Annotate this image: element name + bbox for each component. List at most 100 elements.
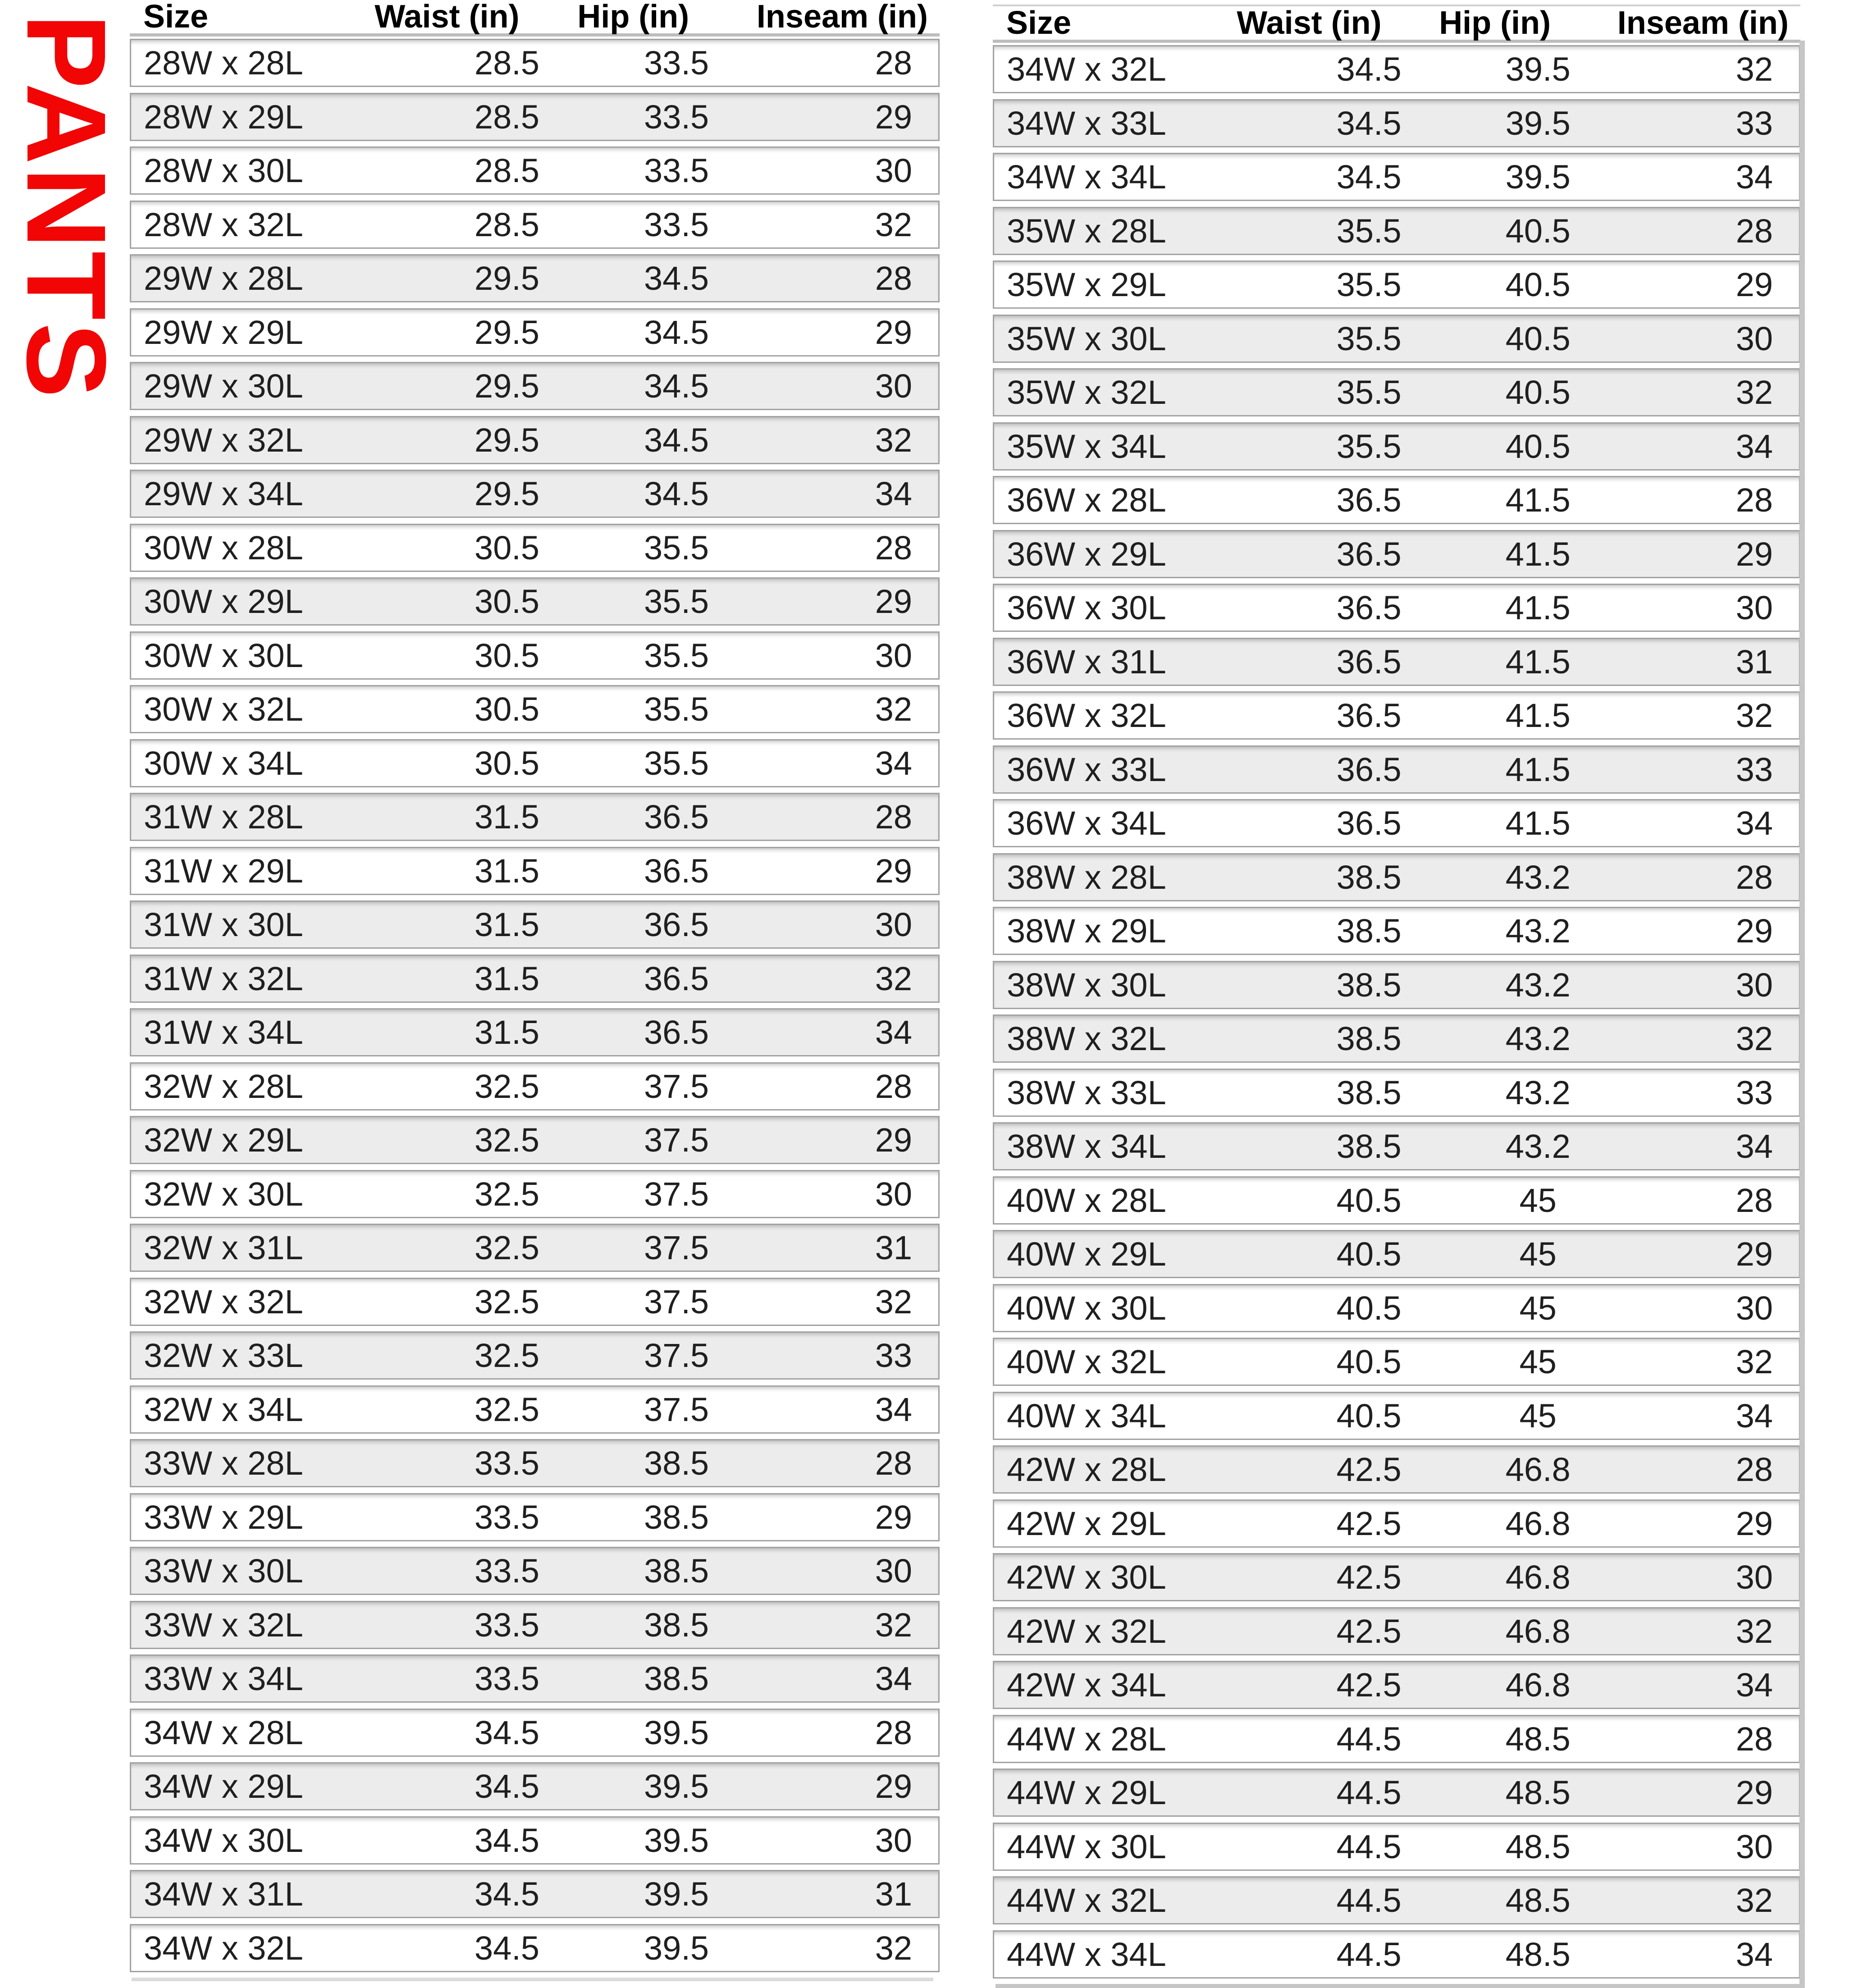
cell-hip: 43.2 [1505, 912, 1571, 950]
cell-hip: 36.5 [644, 798, 709, 836]
cell-size: 35W x 28L [1007, 212, 1166, 250]
cell-waist: 32.5 [474, 1390, 539, 1428]
cell-inseam: 34 [1735, 804, 1773, 842]
cell-inseam: 32 [1735, 374, 1773, 411]
table-row: 30W x 30L 30.5 35.5 30 [130, 631, 940, 680]
cell-size: 36W x 28L [1007, 481, 1166, 519]
cell-waist: 30.5 [474, 583, 539, 620]
cell-inseam: 30 [1735, 589, 1773, 626]
cell-hip: 37.5 [644, 1390, 709, 1428]
cell-inseam: 30 [875, 906, 912, 943]
table-row: 44W x 32L 44.5 48.5 32 [993, 1876, 1800, 1924]
table-row: 44W x 34L 44.5 48.5 34 [993, 1930, 1800, 1979]
cell-waist: 38.5 [1336, 912, 1402, 950]
table-row: 34W x 34L 34.5 39.5 34 [993, 153, 1800, 201]
table-row: 36W x 34L 36.5 41.5 34 [993, 799, 1800, 847]
cell-hip: 39.5 [644, 1929, 709, 1967]
cell-hip: 35.5 [644, 529, 709, 567]
table-row: 34W x 28L 34.5 39.5 28 [130, 1708, 940, 1757]
cell-inseam: 29 [875, 313, 912, 351]
cell-waist: 38.5 [1336, 1020, 1402, 1057]
cell-size: 28W x 30L [144, 152, 303, 189]
cell-hip: 37.5 [644, 1067, 709, 1105]
table-row: 42W x 32L 42.5 46.8 32 [993, 1607, 1800, 1655]
cell-size: 30W x 28L [144, 529, 303, 567]
table-row: 33W x 29L 33.5 38.5 29 [130, 1493, 940, 1541]
cell-waist: 33.5 [474, 1552, 539, 1590]
cell-waist: 40.5 [1336, 1397, 1402, 1435]
table-row: 32W x 31L 32.5 37.5 31 [130, 1224, 940, 1272]
table-row: 31W x 34L 31.5 36.5 34 [130, 1008, 940, 1056]
pants-vertical-label: PANTS [4, 14, 129, 401]
table-row: 38W x 29L 38.5 43.2 29 [993, 907, 1800, 955]
cell-hip: 41.5 [1505, 804, 1571, 842]
cell-inseam: 34 [1735, 158, 1773, 196]
cell-waist: 36.5 [1336, 481, 1402, 519]
column-header-hip: Hip (in) [1439, 5, 1551, 41]
cell-inseam: 30 [1735, 966, 1773, 1004]
cell-hip: 39.5 [644, 1821, 709, 1859]
cell-size: 44W x 32L [1007, 1882, 1166, 1919]
table-row: 31W x 32L 31.5 36.5 32 [130, 954, 940, 1003]
cell-waist: 29.5 [474, 260, 539, 297]
cell-hip: 36.5 [644, 906, 709, 943]
cell-inseam: 30 [875, 636, 912, 674]
cell-waist: 42.5 [1336, 1504, 1402, 1542]
cell-waist: 36.5 [1336, 535, 1402, 573]
cell-inseam: 32 [1735, 697, 1773, 734]
cell-hip: 41.5 [1505, 481, 1571, 519]
cell-inseam: 33 [875, 1337, 912, 1374]
table-row: 38W x 33L 38.5 43.2 33 [993, 1068, 1800, 1117]
cell-inseam: 33 [1735, 1074, 1773, 1111]
cell-waist: 31.5 [474, 1014, 539, 1051]
cell-inseam: 34 [875, 744, 912, 782]
cell-hip: 48.5 [1505, 1774, 1571, 1811]
cell-hip: 34.5 [644, 367, 709, 405]
cell-hip: 37.5 [644, 1283, 709, 1321]
cell-inseam: 29 [875, 1498, 912, 1536]
cell-inseam: 32 [875, 421, 912, 459]
table-row: 28W x 28L 28.5 33.5 28 [130, 39, 940, 87]
cell-hip: 34.5 [644, 421, 709, 459]
cell-inseam: 32 [1735, 50, 1773, 88]
cell-waist: 32.5 [474, 1283, 539, 1321]
size-table-left: Size Waist (in) Hip (in) Inseam (in) 28W… [130, 0, 940, 1981]
cell-waist: 42.5 [1336, 1558, 1402, 1596]
table-row: 36W x 32L 36.5 41.5 32 [993, 691, 1800, 740]
cell-inseam: 28 [875, 260, 912, 297]
table-row: 32W x 30L 32.5 37.5 30 [130, 1170, 940, 1218]
table-row: 36W x 29L 36.5 41.5 29 [993, 530, 1800, 578]
cell-waist: 31.5 [474, 906, 539, 943]
cell-inseam: 28 [875, 1714, 912, 1751]
cell-waist: 29.5 [474, 421, 539, 459]
table-row: 35W x 34L 35.5 40.5 34 [993, 422, 1800, 471]
cell-hip: 41.5 [1505, 750, 1571, 788]
cell-size: 31W x 34L [144, 1014, 303, 1051]
cell-waist: 36.5 [1336, 643, 1402, 681]
cell-size: 32W x 34L [144, 1390, 303, 1428]
cell-waist: 28.5 [474, 152, 539, 189]
cell-hip: 37.5 [644, 1121, 709, 1159]
cell-size: 42W x 28L [1007, 1451, 1166, 1488]
cell-inseam: 30 [875, 152, 912, 189]
table-row: 32W x 34L 32.5 37.5 34 [130, 1385, 940, 1434]
cell-hip: 40.5 [1505, 374, 1571, 411]
cell-hip: 40.5 [1505, 427, 1571, 465]
cell-hip: 38.5 [644, 1444, 709, 1482]
table-row: 35W x 28L 35.5 40.5 28 [993, 206, 1800, 255]
table-row: 35W x 29L 35.5 40.5 29 [993, 260, 1800, 309]
cell-size: 44W x 29L [1007, 1774, 1166, 1811]
cell-waist: 44.5 [1336, 1720, 1402, 1758]
cell-inseam: 32 [1735, 1882, 1773, 1919]
cell-inseam: 34 [875, 1390, 912, 1428]
cell-hip: 41.5 [1505, 697, 1571, 734]
table-row: 31W x 28L 31.5 36.5 28 [130, 793, 940, 841]
cell-hip: 38.5 [644, 1552, 709, 1590]
cell-inseam: 28 [1735, 481, 1773, 519]
cell-waist: 36.5 [1336, 589, 1402, 626]
cell-waist: 30.5 [474, 690, 539, 728]
cell-waist: 38.5 [1336, 858, 1402, 896]
cell-hip: 41.5 [1505, 589, 1571, 626]
cell-hip: 37.5 [644, 1229, 709, 1266]
